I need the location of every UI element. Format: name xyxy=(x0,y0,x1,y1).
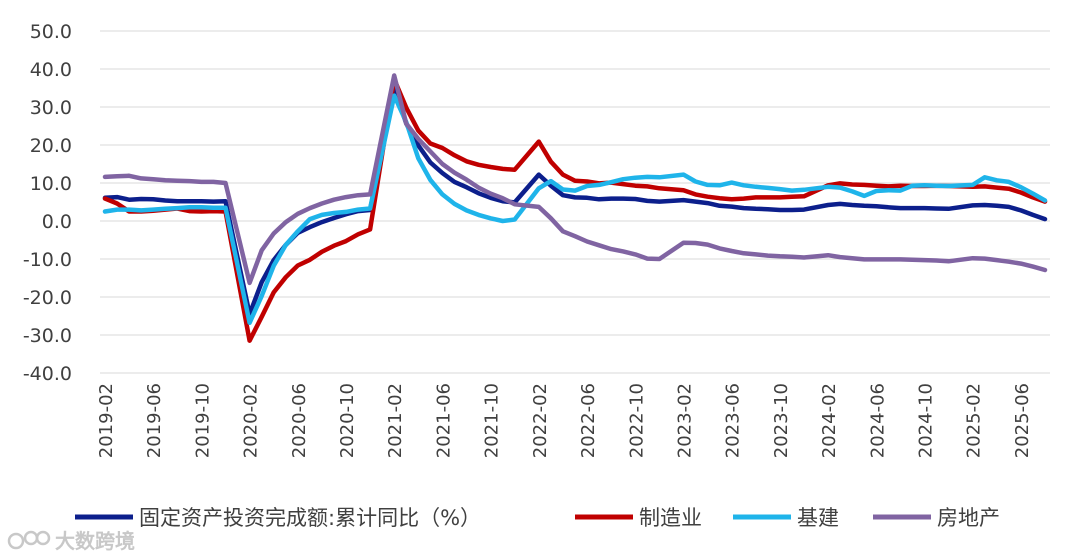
series-lines xyxy=(102,73,1048,343)
x-tick-label: 2024-06 xyxy=(867,383,888,458)
x-tick-label: 2020-10 xyxy=(337,383,358,458)
x-tick-label: 2021-02 xyxy=(385,383,406,458)
x-tick-label: 2023-06 xyxy=(723,383,744,458)
series-line-3 xyxy=(102,73,1048,286)
gridlines xyxy=(100,30,1050,374)
x-tick-label: 2022-06 xyxy=(578,383,599,458)
x-axis-ticks: 2019-02 2019-06 2019-10 2020-02 2020-06 2020-… xyxy=(96,383,1033,458)
y-tick-label: -10.0 xyxy=(23,249,72,271)
x-tick-label: 2019-10 xyxy=(192,383,213,458)
legend-label-3: 房地产 xyxy=(937,506,1000,530)
watermark-text: 大数跨境 xyxy=(55,529,135,553)
y-tick-label: 20.0 xyxy=(30,135,72,157)
legend-label-1: 制造业 xyxy=(639,506,702,530)
y-tick-label: 50.0 xyxy=(30,21,72,43)
watermark: 大数跨境 xyxy=(7,529,135,553)
legend-label-2: 基建 xyxy=(797,506,839,530)
y-tick-label: -30.0 xyxy=(23,325,72,347)
x-tick-label: 2019-06 xyxy=(144,383,165,458)
legend-label-0: 固定资产投资完成额:累计同比（%） xyxy=(139,506,481,530)
series-line-2 xyxy=(102,93,1048,326)
series-line-1 xyxy=(102,77,1048,343)
x-tick-label: 2025-02 xyxy=(964,383,985,458)
x-tick-label: 2020-02 xyxy=(241,383,262,458)
y-tick-label: 30.0 xyxy=(30,97,72,119)
x-tick-label: 2025-06 xyxy=(1012,383,1033,458)
y-tick-label: -40.0 xyxy=(23,363,72,385)
y-tick-label: 0.0 xyxy=(42,211,72,233)
x-tick-label: 2024-02 xyxy=(819,383,840,458)
x-tick-label: 2019-02 xyxy=(96,383,117,458)
x-tick-label: 2023-10 xyxy=(771,383,792,458)
legend: 固定资产投资完成额:累计同比（%） 制造业 基建 房地产 xyxy=(75,506,1000,530)
y-tick-label: 40.0 xyxy=(30,59,72,81)
x-tick-label: 2022-10 xyxy=(626,383,647,458)
watermark-logo-icon xyxy=(7,530,51,550)
y-tick-label: -20.0 xyxy=(23,287,72,309)
x-tick-label: 2022-02 xyxy=(530,383,551,458)
x-tick-label: 2021-10 xyxy=(482,383,503,458)
x-tick-label: 2020-06 xyxy=(289,383,310,458)
y-tick-label: 10.0 xyxy=(30,173,72,195)
x-tick-label: 2021-06 xyxy=(433,383,454,458)
series-line-0 xyxy=(102,85,1048,317)
x-tick-label: 2024-10 xyxy=(915,383,936,458)
x-tick-label: 2023-02 xyxy=(674,383,695,458)
y-axis-ticks: 50.0 40.0 30.0 20.0 10.0 0.0 -10.0 -20.0 -30.0 -4… xyxy=(23,21,72,385)
